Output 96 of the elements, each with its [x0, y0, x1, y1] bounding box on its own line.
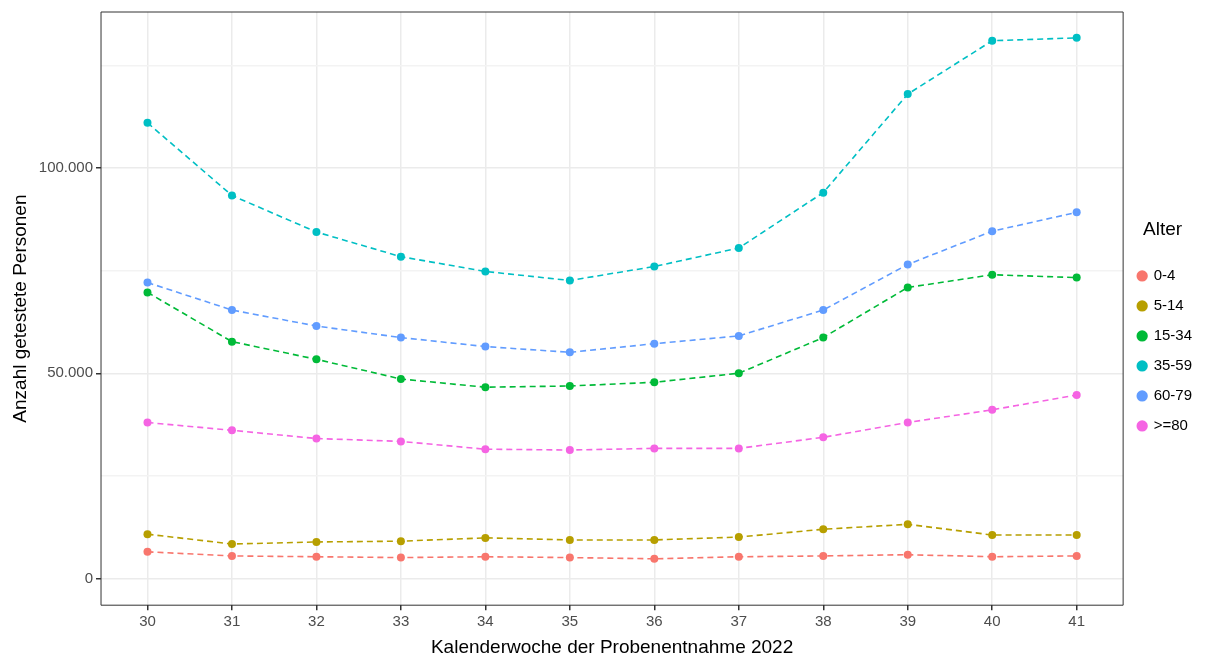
- point: [650, 339, 659, 348]
- point: [227, 191, 236, 200]
- legend-label: 15-34: [1153, 326, 1193, 344]
- legend-label: 0-4: [1153, 266, 1176, 284]
- point: [903, 283, 912, 292]
- point: [396, 437, 405, 446]
- point: [988, 552, 997, 561]
- point: [312, 322, 321, 331]
- point: [565, 381, 574, 390]
- point: [734, 552, 743, 561]
- point: [481, 383, 490, 392]
- point: [734, 444, 743, 453]
- point: [988, 227, 997, 236]
- point: [396, 333, 405, 342]
- x-tick-label: 41: [1068, 612, 1086, 630]
- y-tick-label: 50.000: [47, 363, 94, 381]
- point: [988, 36, 997, 45]
- point: [1072, 531, 1081, 539]
- legend-label: 5-14: [1153, 296, 1184, 314]
- point: [227, 426, 236, 435]
- point: [1072, 391, 1081, 400]
- point: [143, 118, 152, 127]
- legend-title: Alter: [1143, 218, 1183, 240]
- point: [819, 306, 828, 315]
- point: [396, 537, 405, 546]
- point: [819, 433, 828, 442]
- point: [650, 262, 659, 271]
- point: [819, 525, 828, 534]
- point: [565, 446, 574, 455]
- point: [481, 552, 490, 561]
- point: [903, 90, 912, 99]
- point: [1072, 551, 1081, 560]
- point: [903, 418, 912, 427]
- point: [227, 540, 236, 549]
- x-tick-label: 35: [561, 612, 579, 630]
- legend-label: 35-59: [1153, 356, 1193, 374]
- point: [819, 188, 828, 197]
- x-axis-title: Kalenderwoche der Probenentnahme 2022: [430, 635, 794, 657]
- y-axis-title: Anzahl getestete Personen: [8, 194, 30, 423]
- point: [143, 278, 152, 287]
- point: [312, 228, 321, 237]
- point: [1072, 273, 1081, 282]
- point: [396, 553, 405, 562]
- point: [227, 306, 236, 315]
- point: [481, 267, 490, 276]
- point: [650, 554, 659, 563]
- point: [734, 369, 743, 378]
- point: [481, 342, 490, 351]
- x-tick-label: 37: [730, 612, 748, 630]
- point: [903, 550, 912, 559]
- point: [988, 531, 997, 539]
- point: [312, 552, 321, 561]
- x-tick-label: 39: [899, 612, 917, 630]
- point: [565, 276, 574, 285]
- point: [734, 533, 743, 542]
- point: [988, 270, 997, 279]
- point: [481, 533, 490, 542]
- legend-label: 60-79: [1153, 386, 1193, 404]
- point: [819, 333, 828, 342]
- point: [396, 252, 405, 261]
- point: [227, 551, 236, 560]
- point: [143, 418, 152, 427]
- x-tick-label: 32: [308, 612, 325, 630]
- point: [227, 337, 236, 346]
- x-tick-label: 30: [139, 612, 156, 630]
- x-tick-label: 38: [814, 612, 832, 630]
- point: [143, 288, 152, 297]
- point: [396, 375, 405, 383]
- x-tick-label: 36: [645, 612, 663, 630]
- point: [481, 445, 490, 454]
- point: [734, 331, 743, 340]
- x-tick-label: 40: [983, 612, 1001, 630]
- point: [565, 553, 574, 562]
- point: [143, 547, 152, 556]
- x-tick-label: 31: [223, 612, 241, 630]
- point: [565, 535, 574, 544]
- x-tick-label: 33: [392, 612, 410, 630]
- point: [1072, 33, 1081, 42]
- point: [903, 520, 912, 529]
- point: [565, 348, 574, 357]
- point: [312, 434, 321, 443]
- point: [650, 535, 659, 544]
- point: [312, 537, 321, 546]
- point: [903, 260, 912, 269]
- point: [1072, 208, 1081, 217]
- point: [143, 530, 152, 539]
- y-tick-label: 100.000: [38, 158, 94, 176]
- point: [734, 244, 743, 253]
- point: [650, 378, 659, 387]
- x-tick-label: 34: [477, 612, 494, 630]
- point: [312, 355, 321, 364]
- legend-label: >=80: [1153, 416, 1188, 434]
- point: [819, 551, 828, 560]
- y-tick-label: 0: [84, 568, 94, 586]
- point: [988, 405, 997, 414]
- point: [650, 444, 659, 453]
